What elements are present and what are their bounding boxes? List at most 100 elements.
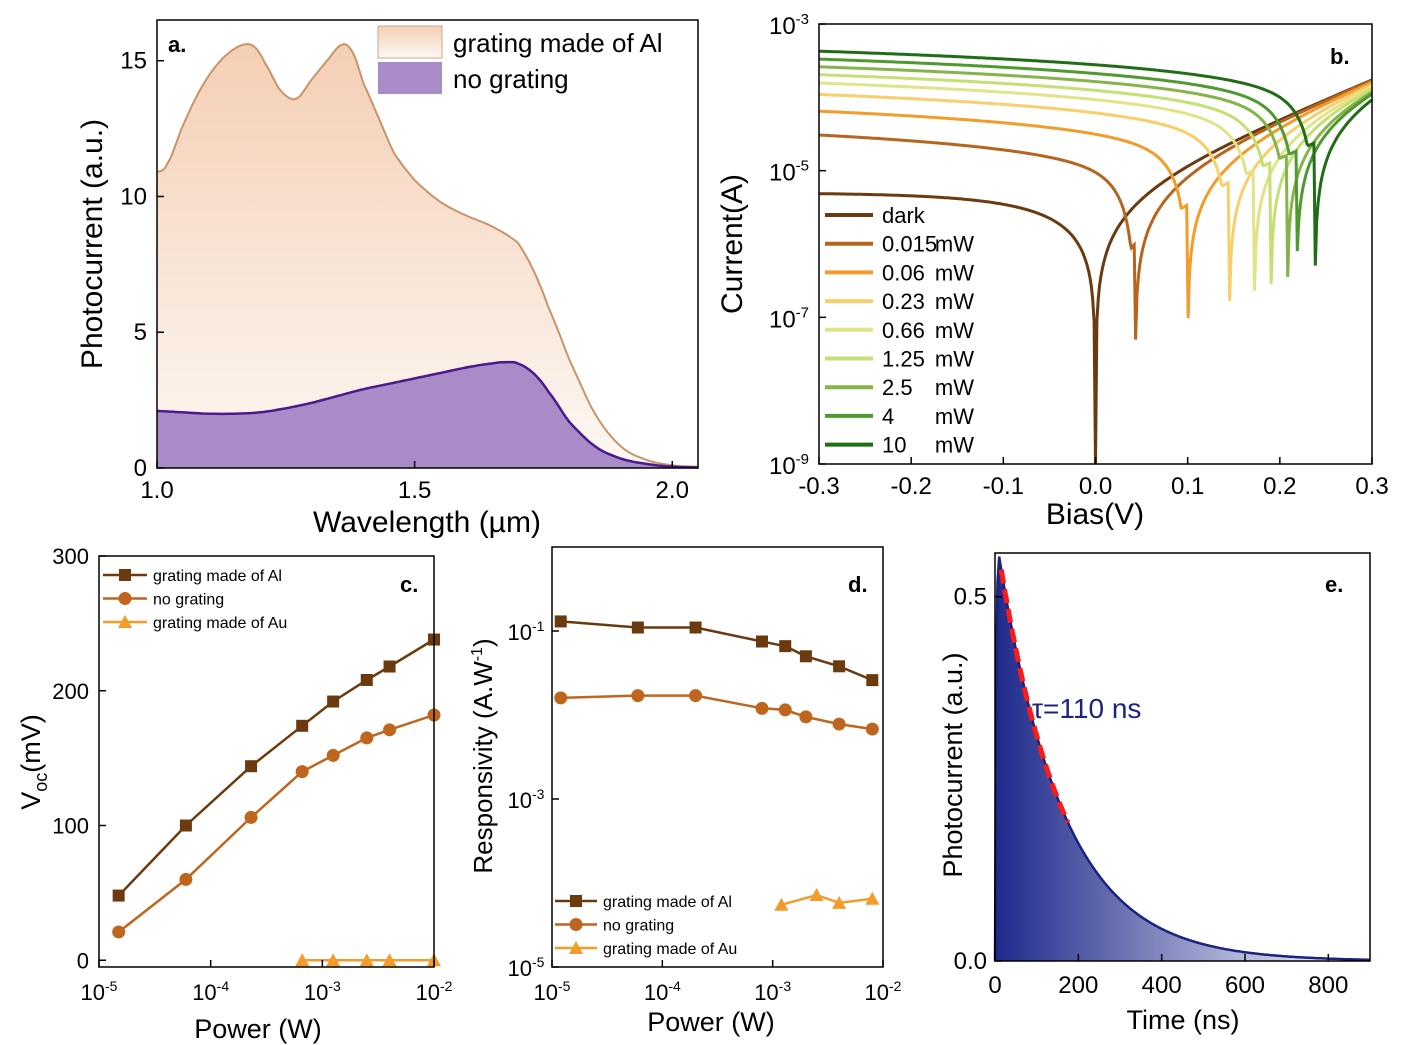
x-tick-label-a: 1.0 xyxy=(140,477,173,504)
marker-square xyxy=(360,673,373,686)
marker-circle xyxy=(569,918,583,931)
marker-square xyxy=(866,674,879,687)
legend-label-b: 0.23 xyxy=(882,289,925,314)
marker-square xyxy=(689,621,702,634)
marker-square xyxy=(799,650,812,663)
plot-frame-c xyxy=(98,555,435,968)
marker-circle xyxy=(244,810,258,824)
x-tick-label-c: 10-4 xyxy=(192,978,229,1005)
x-tick-label-a: 1.5 xyxy=(398,477,431,504)
x-tick-label-e: 200 xyxy=(1058,972,1098,999)
legend-label-al: grating made of Al xyxy=(453,28,663,58)
x-tick-label-c: 10-3 xyxy=(304,978,341,1005)
legend-unit-b: mW xyxy=(935,232,974,257)
marker-square xyxy=(179,819,192,832)
plot-frame-d xyxy=(551,546,884,968)
legend-unit-b: mW xyxy=(935,404,974,429)
legend-swatch-none xyxy=(378,62,442,94)
x-tick-label-e: 800 xyxy=(1308,972,1348,999)
line-transient xyxy=(993,556,1371,962)
x-tick-label-d: 10-4 xyxy=(644,978,681,1005)
y-axis-label-d: Responsivity (A.W-1) xyxy=(468,638,498,873)
marker-circle xyxy=(631,689,645,703)
x-tick-label-d: 10-5 xyxy=(534,978,571,1005)
x-axis-label-b: Bias(V) xyxy=(1046,498,1144,531)
marker-square xyxy=(570,895,582,907)
y-tick-label-b: 10-5 xyxy=(769,158,809,187)
area-no-grating xyxy=(157,362,698,468)
legend-label-c: grating made of Au xyxy=(153,615,287,632)
y-axis-label-a: Photocurrent (a.u.) xyxy=(76,119,109,369)
x-tick-label-e: 0 xyxy=(988,972,1001,999)
panel-b-iv-curves: -0.3 -0.2 -0.1 0.0 0.1 0.2 0.3 10-9 10-7 10-5 10-3… xyxy=(716,11,1389,531)
area-transient xyxy=(995,556,1370,961)
y-tick-label-d: 10-5 xyxy=(508,954,545,981)
ticks-e: 0 200 400 600 800 0.0 0.5 xyxy=(954,584,1349,999)
marker-triangle xyxy=(809,887,824,901)
panel-label-d: d. xyxy=(848,572,868,597)
series-line-d xyxy=(560,620,873,682)
panel-c-voc-vs-power: 10-5 10-4 10-3 10-2 0 100 200 300 c. grating ma… xyxy=(16,544,453,1044)
series-line-c xyxy=(117,638,435,897)
marker-square xyxy=(833,660,846,673)
y-tick-label-d: 10-1 xyxy=(508,618,545,645)
area-grating-al xyxy=(157,44,698,468)
iv-curves-b xyxy=(818,49,1373,465)
marker-square xyxy=(755,635,768,648)
x-tick-label-d: 10-3 xyxy=(754,978,791,1005)
ticks-a: 1.0 1.5 2.0 0 5 10 15 xyxy=(120,48,689,504)
x-axis-label-d: Power (W) xyxy=(647,1007,775,1037)
plot-frame-a xyxy=(156,19,699,469)
y-tick-label-c: 100 xyxy=(52,814,89,839)
y-tick-label-d: 10-3 xyxy=(508,786,545,813)
marker-circle xyxy=(383,723,397,737)
y-tick-label-b: 10-3 xyxy=(769,11,809,40)
x-tick-label-b: 0.2 xyxy=(1263,473,1296,500)
x-tick-label-e: 400 xyxy=(1142,972,1182,999)
marker-circle xyxy=(118,592,132,605)
x-tick-label-b: -0.2 xyxy=(890,473,931,500)
marker-square xyxy=(296,719,309,732)
y-tick-label-a: 5 xyxy=(134,319,147,346)
x-tick-label-b: 0.0 xyxy=(1079,473,1112,500)
legend-label-b: 1.25 xyxy=(882,347,925,372)
panel-label-a: a. xyxy=(168,32,186,57)
legend-unit-b: mW xyxy=(935,260,974,285)
x-tick-label-e: 600 xyxy=(1225,972,1265,999)
x-axis-label-e: Time (ns) xyxy=(1127,1005,1240,1035)
iv-curve xyxy=(819,49,1373,266)
marker-circle xyxy=(832,717,846,731)
iv-curve xyxy=(819,73,1373,284)
x-axis-label-a: Wavelength (µm) xyxy=(313,506,541,539)
y-tick-label-c: 0 xyxy=(77,948,89,973)
marker-circle xyxy=(326,748,340,762)
y-tick-label-e: 0.5 xyxy=(954,584,987,611)
y-tick-label-a: 10 xyxy=(120,183,147,210)
y-tick-label-a: 15 xyxy=(120,48,147,75)
marker-circle xyxy=(112,925,126,939)
legend-unit-b: mW xyxy=(935,433,974,458)
legend-label-none: no grating xyxy=(453,64,569,94)
x-tick-label-a: 2.0 xyxy=(656,477,689,504)
x-axis-label-c: Power (W) xyxy=(194,1014,322,1044)
marker-circle xyxy=(799,710,813,724)
line-no-grating xyxy=(156,360,699,469)
y-tick-label-b: 10-9 xyxy=(769,451,809,480)
y-tick-label-b: 10-7 xyxy=(769,304,809,333)
x-tick-label-c: 10-2 xyxy=(416,978,453,1005)
marker-square xyxy=(245,760,258,773)
ticks-d: 10-5 10-4 10-3 10-2 10-5 10-3 10-1 xyxy=(508,618,902,1005)
legend-c: grating made of Al no grating grating made… xyxy=(103,568,287,632)
x-tick-label-b: -0.3 xyxy=(798,473,839,500)
legend-label-d: no grating xyxy=(603,918,674,935)
y-axis-label-b: Current(A) xyxy=(716,174,749,314)
fit-exponential xyxy=(998,569,1071,824)
legend-label-c: no grating xyxy=(153,592,224,609)
iv-curve xyxy=(819,57,1373,252)
x-tick-label-d: 10-2 xyxy=(865,978,902,1005)
marker-circle xyxy=(778,703,792,717)
x-tick-label-b: -0.1 xyxy=(983,473,1024,500)
line-grating-al xyxy=(156,42,698,468)
